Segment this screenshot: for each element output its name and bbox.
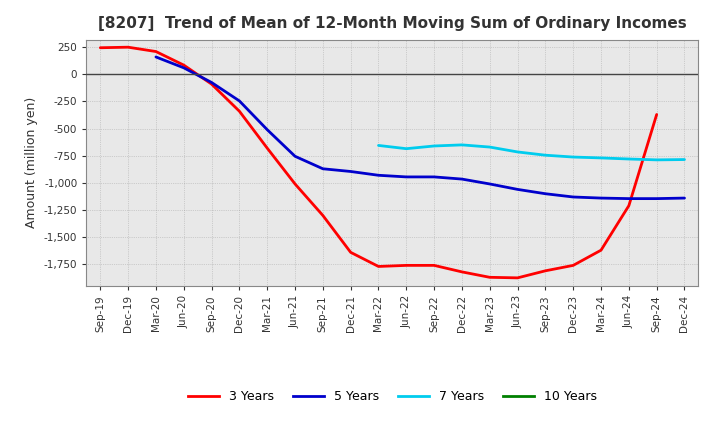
5 Years xyxy=(402,174,410,180)
7 Years xyxy=(624,156,633,161)
5 Years xyxy=(179,65,188,70)
5 Years xyxy=(318,166,327,172)
5 Years xyxy=(291,154,300,159)
5 Years xyxy=(652,196,661,201)
3 Years xyxy=(402,263,410,268)
5 Years xyxy=(374,172,383,178)
3 Years xyxy=(235,109,243,114)
3 Years xyxy=(485,275,494,280)
3 Years xyxy=(624,203,633,208)
5 Years xyxy=(597,195,606,201)
5 Years xyxy=(207,80,216,85)
Line: 5 Years: 5 Years xyxy=(156,57,685,198)
5 Years xyxy=(680,195,689,201)
3 Years xyxy=(179,62,188,68)
3 Years xyxy=(652,112,661,117)
7 Years xyxy=(402,146,410,151)
3 Years xyxy=(291,181,300,187)
7 Years xyxy=(680,157,689,162)
3 Years xyxy=(569,263,577,268)
3 Years xyxy=(318,213,327,218)
7 Years xyxy=(485,144,494,150)
3 Years xyxy=(346,250,355,255)
7 Years xyxy=(541,153,550,158)
Line: 7 Years: 7 Years xyxy=(379,145,685,160)
3 Years xyxy=(263,146,271,151)
5 Years xyxy=(235,98,243,103)
3 Years xyxy=(458,269,467,275)
7 Years xyxy=(513,149,522,154)
3 Years xyxy=(430,263,438,268)
5 Years xyxy=(152,54,161,59)
7 Years xyxy=(458,142,467,147)
5 Years xyxy=(624,196,633,201)
3 Years xyxy=(541,268,550,273)
Title: [8207]  Trend of Mean of 12-Month Moving Sum of Ordinary Incomes: [8207] Trend of Mean of 12-Month Moving … xyxy=(98,16,687,32)
5 Years xyxy=(485,181,494,187)
3 Years xyxy=(207,81,216,87)
Legend: 3 Years, 5 Years, 7 Years, 10 Years: 3 Years, 5 Years, 7 Years, 10 Years xyxy=(183,385,602,408)
3 Years xyxy=(374,264,383,269)
7 Years xyxy=(569,154,577,160)
7 Years xyxy=(374,143,383,148)
5 Years xyxy=(346,169,355,174)
3 Years xyxy=(513,275,522,280)
5 Years xyxy=(458,176,467,182)
5 Years xyxy=(263,127,271,132)
5 Years xyxy=(513,187,522,192)
5 Years xyxy=(541,191,550,196)
7 Years xyxy=(652,157,661,162)
3 Years xyxy=(152,49,161,54)
3 Years xyxy=(96,45,104,51)
7 Years xyxy=(597,155,606,161)
7 Years xyxy=(430,143,438,149)
Y-axis label: Amount (million yen): Amount (million yen) xyxy=(25,97,38,228)
5 Years xyxy=(430,174,438,180)
5 Years xyxy=(569,194,577,200)
Line: 3 Years: 3 Years xyxy=(100,47,657,278)
3 Years xyxy=(124,44,132,50)
3 Years xyxy=(597,248,606,253)
